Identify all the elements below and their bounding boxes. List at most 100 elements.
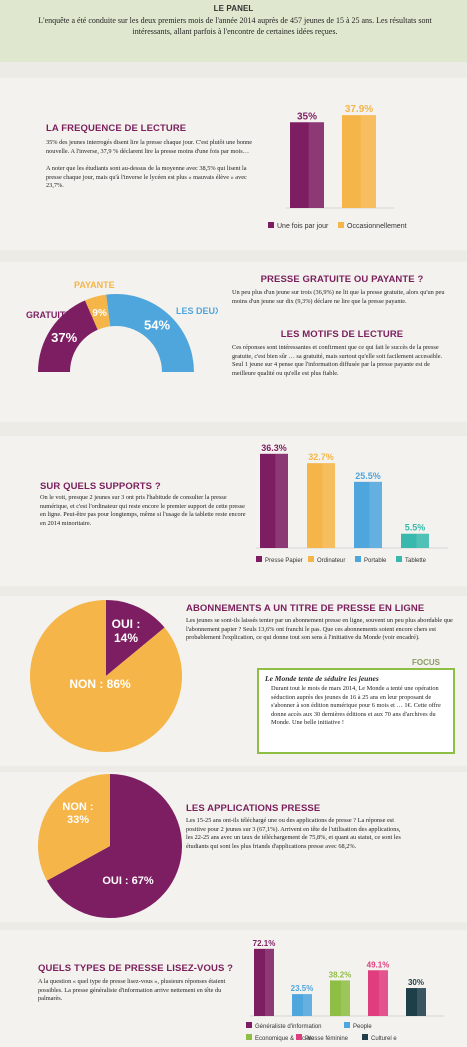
slice-label-1: NON : [62,801,93,813]
chart-frequence: 35% 37.9% Une fois par jour Occasionnelleme… [268,104,407,230]
bar-shade-3 [416,533,429,548]
types-band [0,930,467,1047]
bar-shade-3 [379,970,388,1016]
types-text: A la question « quel type de presse lise… [38,978,226,1003]
slice-1 [29,600,182,752]
slice-0 [38,300,98,372]
legend-label-3: Presse féminine [305,1036,349,1042]
abonnements-text: Les jeunes se sont-ils laissés tenter pa… [186,617,453,642]
legend-label-2: Portable [364,558,387,564]
category-label-0: GRATUITE [26,310,71,320]
legend-label-2: Economique & sociale [255,1036,315,1042]
chart-supports: 36.3% 32.7% 25.5% 5.5% Presse Papier Ordinate… [256,443,448,564]
legend-label-0: Généraliste d'information [255,1024,322,1030]
bar-shade-0 [275,453,288,548]
bar-3 [368,970,388,1016]
legend-swatch-2 [246,1034,252,1040]
legend-swatch-1 [344,1022,350,1028]
applications-title: LES APPLICATIONS PRESSE [186,803,321,814]
bar-label-1: 23.5% [291,984,314,993]
panel-title: LE PANEL [213,4,254,13]
supports-title: SUR QUELS SUPPORTS ? [40,481,161,492]
frequence-title: LA FREQUENCE DE LECTURE [46,123,187,134]
bar-1 [292,994,312,1016]
abonnements-title: ABONNEMENTS A UN TITRE DE PRESSE EN LIGN… [186,603,425,614]
bar-1 [342,115,376,208]
frequence-text-1: 35% des jeunes interrogés disent lire la… [46,139,253,155]
bar-0 [290,122,324,208]
bar-label-4: 30% [408,978,424,987]
focus-title: Le Monde tente de séduire les jeunes [265,674,379,683]
motifs-title: LES MOTIFS DE LECTURE [280,329,404,340]
legend-label-0: Presse Papier [265,558,303,564]
bar-shade-4 [417,988,426,1016]
slice-0 [106,600,165,676]
bar-shade-2 [369,481,382,548]
bar-label-1: 37.9% [345,104,373,115]
slice-1 [37,774,110,881]
types-title: QUELS TYPES DE PRESSE LISEZ-VOUS ? [38,963,234,974]
frequence-band [0,78,467,250]
focus-text: Durant tout le mois de mars 2014, Le Mon… [271,685,441,727]
legend-label-4: Culturel e [371,1036,397,1042]
slice-label-0: 37% [51,330,77,345]
slice-label-0: OUI : [112,617,141,631]
chart-gratuite: 37% 9% 54% GRATUITE PAYANTE LES DEUX [26,280,218,372]
bar-label-3: 49.1% [367,960,390,969]
bar-label-2: 38.2% [329,970,352,979]
legend-swatch-1 [338,222,344,228]
slice-2 [106,294,195,372]
supports-band [0,436,467,586]
legend-swatch-0 [256,556,262,562]
chart-abonnements: OUI :14% NON : 86% [29,600,182,752]
legend-swatch-1 [308,556,314,562]
category-label-1: PAYANTE [74,280,115,290]
legend-swatch-4 [362,1034,368,1040]
bar-shade-2 [341,980,350,1016]
slice-value-0: 14% [114,631,138,645]
chart-applications: OUI : 67% NON :33% [37,774,183,918]
legend-swatch-3 [396,556,402,562]
slice-label-0: OUI : 67% [102,875,154,887]
bar-shade-1 [303,994,312,1016]
slice-value-1: 33% [67,814,89,826]
bar-label-0: 72.1% [253,939,276,948]
legend-swatch-0 [246,1022,252,1028]
legend-label-0: Une fois par jour [277,223,329,230]
slice-0 [46,774,183,918]
motifs-text: Ces réponses sont intéressantes et confi… [232,344,443,377]
bar-shade-1 [360,115,376,208]
legend-swatch-0 [268,222,274,228]
focus-box: Le Monde tente de séduire les jeunes Dur… [257,668,455,754]
bar-label-0: 35% [297,111,317,122]
legend-swatch-2 [355,556,361,562]
chart-types: 72.1% 23.5% 38.2% 49.1% 30% Généraliste d'inf… [246,939,444,1042]
bar-label-3: 5.5% [405,523,426,533]
category-label-2: LES DEUX [176,306,218,316]
applications-text: Les 15-25 ans ont-ils téléchargé une ou … [186,817,401,850]
bar-label-1: 32.7% [308,452,334,462]
bar-2 [330,980,350,1016]
bar-2 [354,481,382,548]
bar-shade-0 [308,122,324,208]
gratuite-title: PRESSE GRATUITE OU PAYANTE ? [260,274,424,285]
supports-text: On le voit, presque 2 jeunes sur 3 ont p… [40,494,246,527]
bar-1 [307,463,335,548]
frequence-text-2: A noter que les étudiants sont au-dessus… [46,165,247,190]
slice-label-1: 9% [92,308,107,319]
legend-label-3: Tablette [405,558,427,564]
bar-shade-1 [322,463,335,548]
bar-0 [254,948,274,1016]
bar-0 [260,453,288,548]
legend-label-1: Ordinateur [317,558,345,564]
bar-3 [401,533,429,548]
bar-label-0: 36.3% [261,443,287,453]
slice-label-1: NON : 86% [69,677,131,691]
focus-label: FOCUS [412,658,440,667]
legend-swatch-3 [296,1034,302,1040]
panel-band [0,0,467,62]
slice-label-2: 54% [144,317,170,332]
slice-1 [85,294,111,330]
panel-text: L'enquête a été conduite sur les deux pr… [38,16,432,36]
bar-label-2: 25.5% [355,471,381,481]
